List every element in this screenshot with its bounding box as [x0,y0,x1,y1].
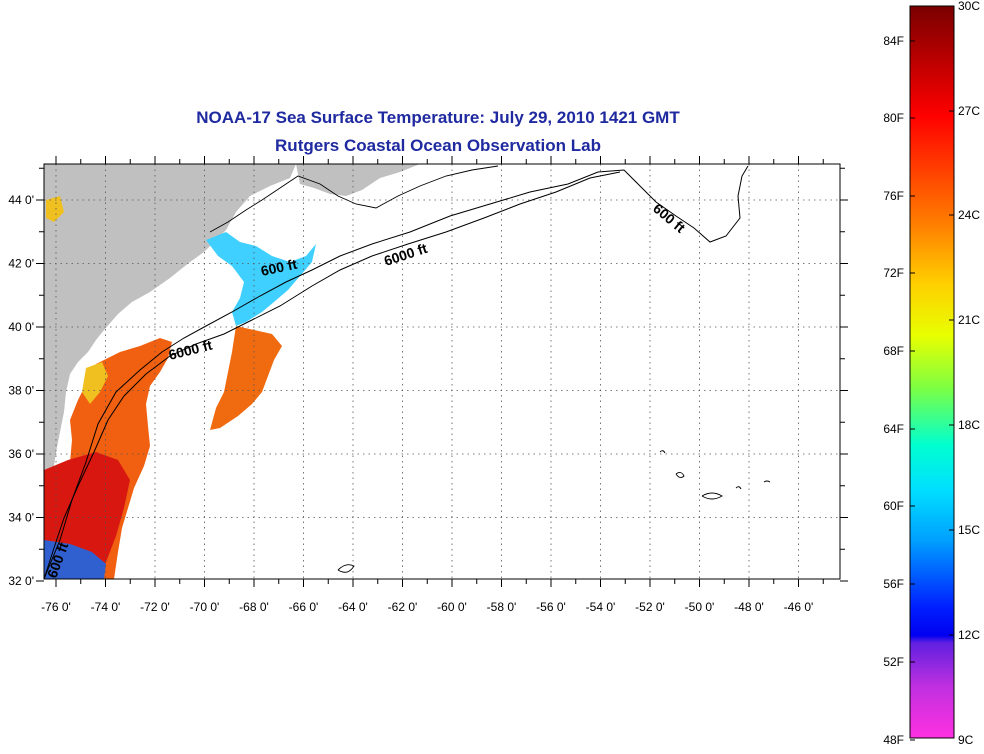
contour-6000ft [44,171,621,579]
lon-tick-label: -76 0' [41,600,71,614]
contour-label-600ft-grand-banks: 600 ft [650,200,689,236]
lon-tick-label: -70 0' [190,600,220,614]
coastline-gulf-of-maine [209,165,499,233]
latitude-axis: 44 0' 42 0' 40 0' 38 0' 36 0' 34 0' 32 0' [8,193,34,588]
lon-tick-label: -46 0' [784,600,814,614]
axis-ticks [36,156,848,587]
lat-tick-label: 42 0' [8,257,34,271]
lon-tick-label: -52 0' [635,600,665,614]
colorbar-ticks [910,5,954,741]
colorbar-fahrenheit-labels: 84F 80F 76F 72F 68F 64F 60F 56F 52F 48F [883,34,904,747]
lon-tick-label: -56 0' [536,600,566,614]
lon-tick-label: -66 0' [289,600,319,614]
lon-tick-label: -62 0' [388,600,418,614]
grid-lines [44,164,840,579]
lat-tick-label: 32 0' [8,574,34,588]
colorbar-f-label: 72F [883,266,904,280]
contour-label-6000ft-east: 6000 ft [382,240,429,269]
colorbar-c-label: 12C [958,628,980,642]
contour-label-600ft-west: 600 ft [259,256,298,279]
chart-title: NOAA-17 Sea Surface Temperature: July 29… [196,108,680,127]
colorbar-f-label: 52F [883,655,904,669]
longitude-axis: -76 0' -74 0' -72 0' -70 0' -68 0' -66 0' -64 … [41,600,813,614]
sst-gulf-stream-swath [210,326,282,430]
lon-tick-label: -60 0' [437,600,467,614]
lon-tick-label: -68 0' [239,600,269,614]
lat-tick-label: 40 0' [8,320,34,334]
colorbar-f-label: 64F [883,422,904,436]
colorbar-c-label: 24C [958,208,980,222]
colorbar-f-label: 80F [883,111,904,125]
contour-600ft [44,165,749,579]
sst-upwelling-patch [44,540,106,579]
lat-tick-label: 44 0' [8,193,34,207]
lat-tick-label: 38 0' [8,384,34,398]
colorbar-f-label: 60F [883,499,904,513]
map-frame [43,163,841,580]
colorbar-c-label: 9C [958,733,974,747]
seamount-contours [337,450,771,573]
lon-tick-label: -54 0' [586,600,616,614]
sst-maine-patch [46,196,64,222]
lon-tick-label: -64 0' [338,600,368,614]
sst-cape-cod-swath [206,232,316,326]
lon-tick-label: -74 0' [91,600,121,614]
colorbar-c-label: 21C [958,313,980,327]
lon-tick-label: -72 0' [140,600,170,614]
chart-subtitle: Rutgers Coastal Ocean Observation Lab [275,136,601,155]
colorbar-c-label: 18C [958,418,980,432]
sst-coastal-yellow [82,362,108,404]
lat-tick-label: 36 0' [8,447,34,461]
colorbar-f-label: 76F [883,189,904,203]
contour-label-6000ft-west: 6000 ft [167,337,214,363]
colorbar [909,5,955,739]
land-northeast-us [44,164,296,579]
colorbar-c-label: 27C [958,104,980,118]
colorbar-f-label: 68F [883,344,904,358]
land-nova-scotia [296,164,420,196]
colorbar-c-label: 30C [958,0,980,13]
colorbar-f-label: 48F [883,733,904,747]
lon-tick-label: -58 0' [487,600,517,614]
colorbar-f-label: 56F [883,577,904,591]
lon-tick-label: -50 0' [685,600,715,614]
colorbar-celsius-labels: 30C 27C 24C 21C 18C 15C 12C 9C [958,0,980,747]
lat-tick-label: 34 0' [8,511,34,525]
colorbar-c-label: 15C [958,523,980,537]
colorbar-f-label: 84F [883,34,904,48]
lon-tick-label: -48 0' [734,600,764,614]
